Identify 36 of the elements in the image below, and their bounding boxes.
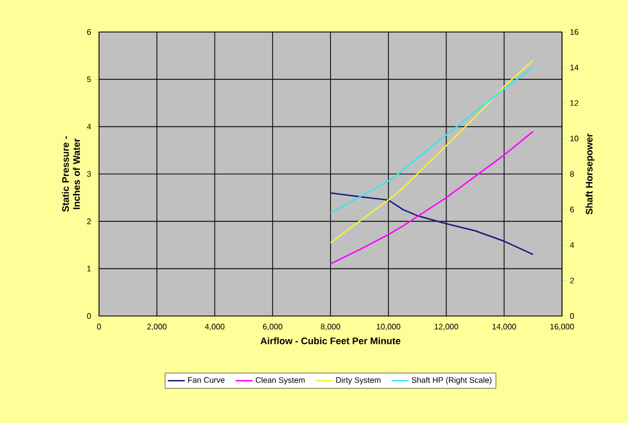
y-tick-label: 6	[87, 29, 91, 35]
x-tick-label: 8,000	[320, 324, 340, 330]
x-tick-label: 12,000	[434, 324, 458, 330]
y-axis-title: Static Pressure - Inches of Water	[62, 136, 80, 212]
x-tick-label: 2,000	[147, 324, 167, 330]
y2-tick-label: 16	[570, 29, 578, 35]
y2-tick-label: 14	[570, 64, 578, 70]
legend-label: Shaft HP (Right Scale)	[412, 376, 492, 384]
x-tick-label: 4,000	[204, 324, 224, 330]
y2-tick-label: 0	[570, 313, 574, 319]
y-tick-label: 3	[87, 171, 91, 177]
y-tick-label: 2	[87, 218, 91, 224]
line-series	[330, 60, 534, 244]
line-series	[330, 66, 534, 214]
legend-label: Dirty System	[336, 376, 380, 384]
y-tick-label: 4	[86, 124, 91, 130]
y-tick-label: 0	[87, 313, 91, 319]
y2-tick-label: 12	[570, 100, 578, 106]
y2-tick-label: 10	[570, 136, 578, 142]
x-axis-title: Airflow - Cubic Feet Per Minute	[260, 337, 400, 344]
y-tick-label: 5	[87, 76, 91, 82]
y2-tick-label: 4	[570, 242, 574, 248]
x-tick-label: 16,000	[550, 324, 574, 330]
y2-tick-label: 2	[570, 278, 574, 284]
y2-axis-title: Shaft Horsepower	[586, 133, 594, 214]
legend-label: Fan Curve	[188, 377, 225, 383]
line-series	[330, 192, 534, 256]
x-tick-label: 14,000	[492, 324, 516, 330]
y-tick-label: 1	[87, 266, 91, 272]
x-tick-label: 10,000	[376, 324, 400, 330]
legend-label: Clean System	[256, 376, 305, 384]
y2-tick-label: 6	[570, 206, 574, 212]
y2-tick-label: 8	[570, 171, 574, 177]
x-tick-label: 0	[97, 324, 101, 330]
line-series	[330, 130, 534, 265]
x-tick-label: 6,000	[263, 324, 282, 330]
